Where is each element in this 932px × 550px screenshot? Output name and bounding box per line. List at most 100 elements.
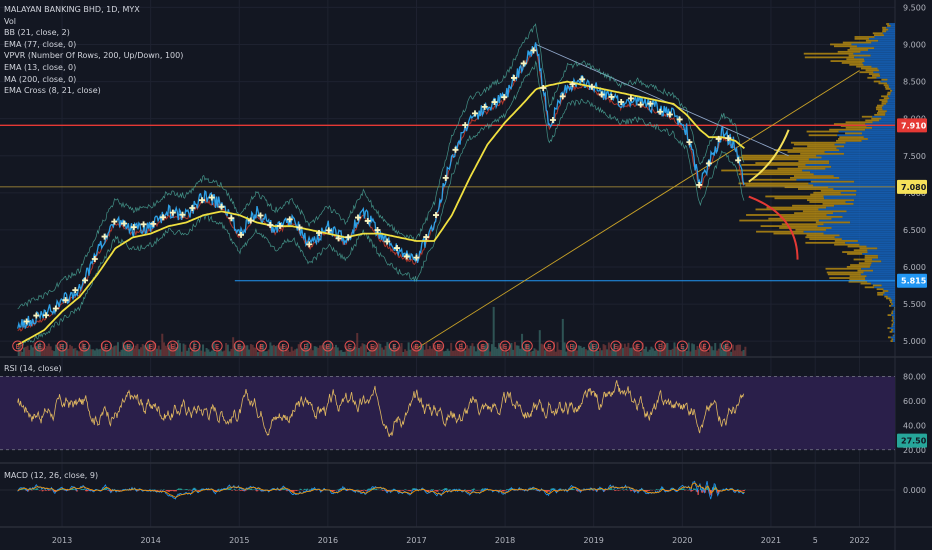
volume-bar bbox=[446, 348, 449, 356]
volume-bar bbox=[708, 345, 711, 356]
legend-item[interactable]: BB (21, close, 2) bbox=[4, 28, 70, 38]
macd-histogram-bar bbox=[41, 490, 44, 492]
volume-bar bbox=[320, 345, 323, 356]
ema-cross-marker bbox=[452, 146, 459, 153]
volume-bar bbox=[646, 351, 649, 356]
volume-bar bbox=[145, 346, 148, 356]
projection-up-arrow bbox=[748, 129, 790, 183]
volume-bar bbox=[464, 350, 467, 356]
macd-histogram-bar bbox=[227, 488, 230, 490]
vpvr-bar-down bbox=[847, 49, 868, 51]
rsi-pane-label: RSI (14, close) bbox=[4, 364, 62, 373]
volume-bar bbox=[435, 350, 438, 356]
ema-cross-marker bbox=[316, 229, 323, 236]
earnings-marker bbox=[167, 340, 179, 352]
volume-bar bbox=[28, 349, 31, 356]
vpvr-bar-down bbox=[805, 236, 835, 239]
ema-cross-marker bbox=[101, 233, 108, 240]
earnings-label: E bbox=[126, 343, 130, 351]
vpvr-bar-up bbox=[863, 63, 895, 66]
volume-bar bbox=[38, 342, 41, 356]
earnings-label: E bbox=[215, 343, 219, 351]
vpvr-bar-up bbox=[845, 241, 895, 244]
volume-bar bbox=[267, 349, 270, 356]
vpvr-bar-down bbox=[827, 273, 861, 276]
macd-histogram-bar bbox=[434, 490, 436, 491]
volume-bar bbox=[416, 344, 419, 356]
ema-cross-marker bbox=[666, 111, 673, 118]
time-axis-tick: 2016 bbox=[318, 536, 338, 545]
vpvr-bar-up bbox=[829, 160, 895, 163]
volume-bar bbox=[210, 350, 213, 356]
macd-histogram-bar bbox=[572, 489, 575, 490]
volume-bar bbox=[680, 351, 683, 356]
macd-histogram-bar bbox=[501, 490, 504, 492]
earnings-marker bbox=[610, 340, 622, 352]
volume-bar bbox=[194, 350, 197, 356]
volume-bar bbox=[398, 346, 401, 356]
vpvr-bar-down bbox=[800, 152, 844, 155]
macd-histogram-bar bbox=[614, 490, 616, 491]
volume-bar bbox=[467, 348, 470, 356]
vpvr-bar-down bbox=[850, 264, 871, 266]
macd-histogram-bar bbox=[53, 490, 55, 492]
legend-item[interactable]: MA (200, close, 0) bbox=[4, 74, 77, 84]
vpvr-bar-down bbox=[872, 284, 882, 287]
volume-bar bbox=[657, 350, 660, 356]
price-axis-tick: 9.000 bbox=[903, 41, 926, 50]
vpvr-bar-down bbox=[873, 80, 881, 83]
vpvr-bar-up bbox=[826, 214, 895, 216]
volume-bar bbox=[168, 344, 171, 356]
volume-bar bbox=[255, 347, 258, 356]
macd-histogram-bar bbox=[295, 490, 298, 491]
vpvr-bar-up bbox=[867, 138, 895, 140]
vpvr-bar-down bbox=[891, 329, 894, 331]
volume-bar bbox=[584, 349, 587, 356]
legend-item[interactable]: EMA (13, close, 0) bbox=[4, 62, 77, 72]
volume-bar bbox=[350, 348, 353, 356]
time-axis-tick: 2022 bbox=[849, 536, 869, 545]
legend-item[interactable]: EMA (77, close, 0) bbox=[4, 39, 77, 49]
macd-histogram-bar bbox=[473, 488, 475, 490]
vpvr-bar-up bbox=[844, 145, 895, 148]
volume-bar bbox=[164, 345, 167, 356]
legend-item[interactable]: VPVR (Number Of Rows, 200, Up/Down, 100) bbox=[4, 51, 184, 61]
volume-bar bbox=[547, 350, 550, 356]
vpvr-bar-down bbox=[741, 164, 806, 166]
macd-histogram-bar bbox=[655, 488, 658, 490]
legend-item[interactable]: Vol bbox=[4, 16, 16, 26]
macd-histogram-bar bbox=[311, 489, 313, 490]
vpvr-bar-up bbox=[886, 30, 895, 33]
vpvr-bar-down bbox=[755, 162, 830, 164]
macd-histogram-bar bbox=[506, 489, 509, 490]
macd-histogram-bar bbox=[648, 490, 651, 491]
volume-bar bbox=[512, 349, 515, 356]
vpvr-bar-down bbox=[881, 95, 889, 98]
macd-histogram-bar bbox=[104, 488, 107, 490]
vpvr-bar-up bbox=[881, 117, 895, 120]
vpvr-bar-up bbox=[872, 115, 895, 118]
macd-histogram-bar bbox=[201, 488, 203, 490]
volume-bar bbox=[276, 345, 279, 356]
vpvr-bar-down bbox=[864, 260, 882, 263]
vpvr-bar-up bbox=[813, 173, 895, 176]
macd-histogram-bar bbox=[645, 490, 648, 492]
legend-item[interactable]: EMA Cross (8, 21, close) bbox=[4, 86, 101, 96]
volume-bar bbox=[70, 346, 73, 356]
earnings-marker bbox=[145, 340, 157, 352]
ma-200-line bbox=[17, 45, 745, 332]
vpvr-bar-up bbox=[863, 271, 895, 274]
volume-bar bbox=[152, 342, 155, 356]
vpvr-bar-down bbox=[890, 89, 893, 92]
volume-bar bbox=[163, 342, 166, 356]
vpvr-bar-up bbox=[887, 99, 895, 101]
macd-histogram-bar bbox=[240, 490, 242, 491]
volume-bar bbox=[643, 348, 646, 356]
macd-histogram-bar bbox=[27, 490, 30, 492]
vpvr-bar-up bbox=[887, 295, 895, 298]
vpvr-bar-up bbox=[877, 247, 895, 250]
volume-bar bbox=[225, 343, 228, 356]
volume-bar bbox=[645, 346, 648, 356]
